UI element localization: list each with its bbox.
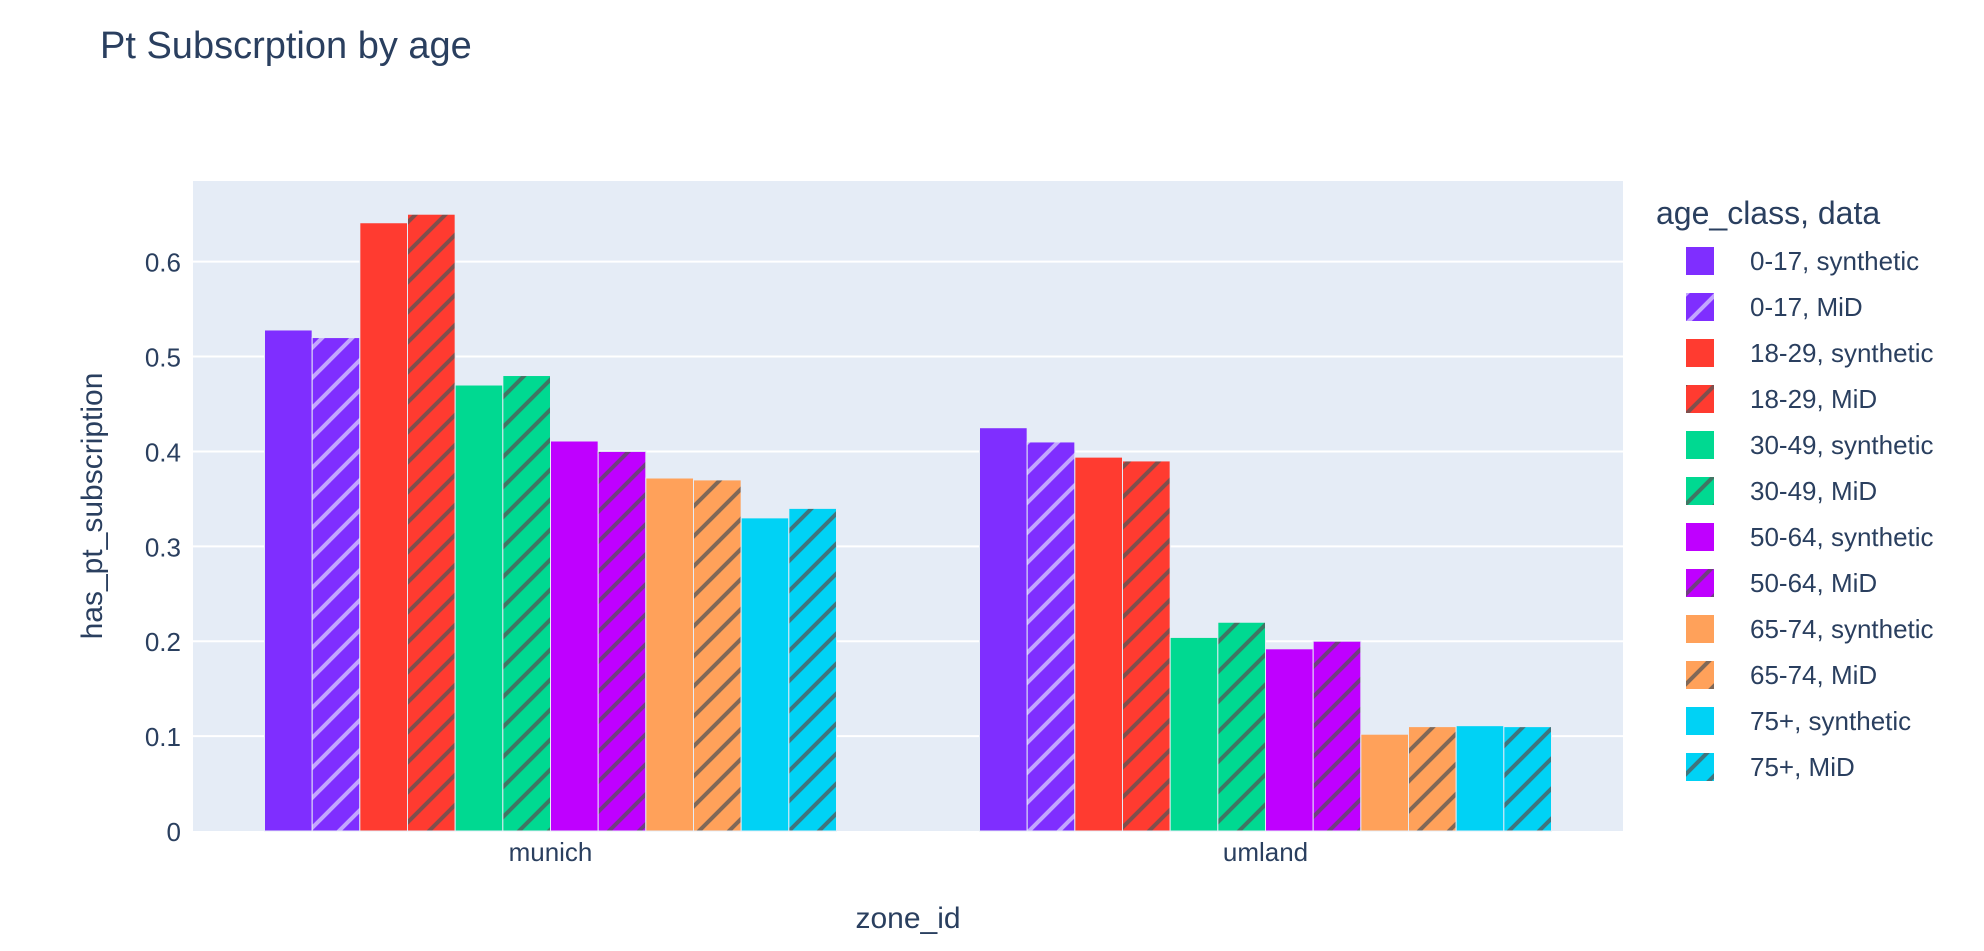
legend: age_class, data 0-17, synthetic 0-17, MiD… xyxy=(1656,195,1934,782)
legend-item-label: 75+, synthetic xyxy=(1750,706,1911,736)
bar-munich-11 xyxy=(788,507,837,832)
bar-munich-5 xyxy=(502,375,552,832)
bar-umland-2 xyxy=(1074,456,1124,832)
legend-swatch xyxy=(1686,339,1714,367)
bar-umland-6 xyxy=(1265,648,1314,832)
x-tick-label: umland xyxy=(1223,837,1308,867)
y-tick-label: 0.5 xyxy=(145,343,181,373)
bar-umland-7 xyxy=(1312,640,1362,832)
bar-umland-0 xyxy=(979,427,1028,832)
bar-umland-9 xyxy=(1408,726,1457,832)
bar-umland-4 xyxy=(1169,636,1219,832)
legend-swatch xyxy=(1686,615,1714,643)
bars xyxy=(264,213,1553,832)
legend-item-label: 75+, MiD xyxy=(1750,752,1855,782)
legend-swatch xyxy=(1686,431,1714,459)
legend-swatch xyxy=(1686,477,1714,505)
bar-umland-1 xyxy=(1026,441,1076,832)
legend-item-label: 50-64, synthetic xyxy=(1750,522,1934,552)
bar-munich-8 xyxy=(645,477,694,832)
legend-swatch xyxy=(1686,661,1714,689)
legend-swatch xyxy=(1686,753,1714,781)
bar-munich-7 xyxy=(597,450,647,832)
chart-title: Pt Subscrption by age xyxy=(100,25,472,67)
bar-umland-8 xyxy=(1360,733,1410,832)
bar-umland-5 xyxy=(1217,621,1267,832)
y-tick-label: 0.2 xyxy=(145,627,181,657)
legend-swatch xyxy=(1686,247,1714,275)
bar-munich-2 xyxy=(359,222,409,832)
legend-item-label: 65-74, MiD xyxy=(1750,660,1877,690)
bar-umland-10 xyxy=(1455,725,1505,832)
legend-swatch xyxy=(1686,523,1714,551)
bar-munich-10 xyxy=(740,517,790,832)
legend-swatch xyxy=(1686,707,1714,735)
bar-umland-11 xyxy=(1503,726,1553,832)
legend-item-label: 0-17, MiD xyxy=(1750,292,1863,322)
bar-munich-1 xyxy=(311,337,361,832)
legend-item-label: 0-17, synthetic xyxy=(1750,246,1919,276)
legend-swatch xyxy=(1686,385,1714,413)
legend-item-label: 18-29, synthetic xyxy=(1750,338,1934,368)
y-tick-label: 0.6 xyxy=(145,248,181,278)
legend-item-label: 18-29, MiD xyxy=(1750,384,1877,414)
bar-munich-9 xyxy=(693,479,742,832)
x-tick-label: munich xyxy=(509,837,593,867)
bar-munich-0 xyxy=(264,329,313,832)
legend-item-label: 50-64, MiD xyxy=(1750,568,1877,598)
legend-swatch xyxy=(1686,293,1714,321)
legend-title: age_class, data xyxy=(1656,195,1880,231)
legend-item-label: 30-49, synthetic xyxy=(1750,430,1934,460)
x-axis-ticks: munich umland xyxy=(509,837,1309,867)
legend-item-label: 30-49, MiD xyxy=(1750,476,1877,506)
y-tick-label: 0.3 xyxy=(145,532,181,562)
x-axis-label: zone_id xyxy=(855,902,960,935)
bar-munich-3 xyxy=(407,213,456,832)
legend-item-label: 65-74, synthetic xyxy=(1750,614,1934,644)
legend-swatch xyxy=(1686,569,1714,597)
bar-umland-3 xyxy=(1122,460,1171,832)
y-tick-label: 0 xyxy=(167,817,181,847)
y-axis-ticks: 0 0.1 0.2 0.3 0.4 0.5 0.6 xyxy=(145,248,181,847)
y-axis-label: has_pt_subscription xyxy=(76,373,109,640)
y-tick-label: 0.4 xyxy=(145,437,181,467)
bar-munich-6 xyxy=(550,440,599,832)
y-tick-label: 0.1 xyxy=(145,722,181,752)
bar-munich-4 xyxy=(454,384,504,832)
